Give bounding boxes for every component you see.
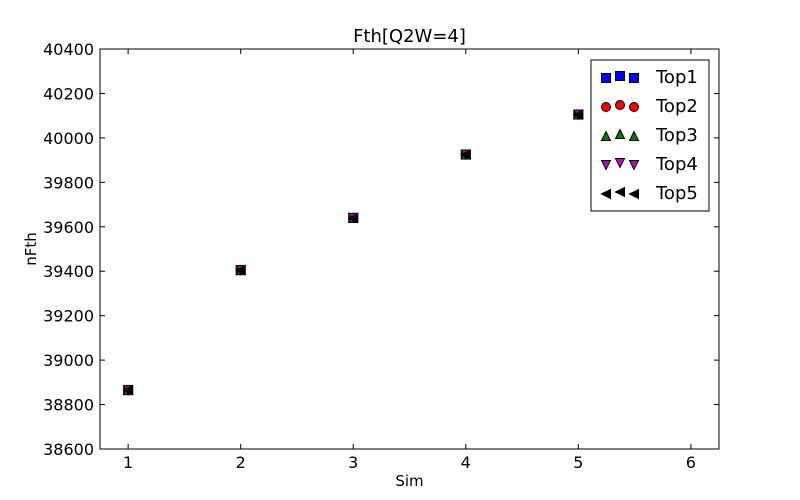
y-tick-label: 39200 (43, 307, 94, 326)
legend-entry-top3: Top3 (600, 125, 698, 146)
legend-marker (601, 73, 611, 83)
y-tick-label: 40000 (43, 129, 94, 148)
legend-entry-top4: Top4 (600, 154, 698, 175)
series-top5 (122, 109, 584, 396)
legend-marker (628, 130, 640, 141)
legend-entry-top1: Top1 (601, 67, 698, 88)
legend-label: Top2 (655, 96, 698, 117)
legend-marker (628, 188, 639, 200)
legend-entry-top2: Top2 (601, 96, 698, 117)
chart-title: Fth[Q2W=4] (353, 26, 466, 47)
y-axis-label: nFth (22, 232, 40, 266)
data-points (122, 108, 584, 396)
data-point (572, 109, 584, 120)
legend-marker (601, 102, 611, 112)
plot-area-frame (99, 48, 720, 450)
axis-tick-labels: 1 2 3 4 5 6 38600 38800 39000 39200 39400 39600 3980… (43, 40, 696, 472)
legend-label: Top1 (655, 67, 698, 88)
legend-label: Top5 (655, 183, 698, 204)
legend-marker (614, 186, 625, 198)
x-tick-label: 3 (348, 453, 358, 472)
legend-box (590, 59, 710, 212)
y-tick-label: 39400 (43, 262, 94, 281)
legend-marker (600, 188, 611, 200)
legend-marker (600, 130, 612, 141)
legend-marker (600, 160, 612, 171)
x-tick-label: 5 (573, 453, 583, 472)
series-top3 (122, 108, 584, 396)
x-tick-label: 4 (461, 453, 471, 472)
series-top2 (123, 109, 584, 396)
series-top1 (123, 109, 584, 396)
data-point (235, 264, 246, 276)
axis-ticks (100, 48, 719, 450)
legend-marker (614, 158, 626, 169)
legend-marker (615, 71, 625, 81)
x-tick-label: 2 (236, 453, 246, 472)
data-point (347, 212, 359, 224)
x-tick-label: 6 (686, 453, 696, 472)
y-tick-label: 39600 (43, 218, 94, 237)
series-top4 (122, 109, 584, 396)
y-tick-label: 38800 (43, 396, 94, 415)
y-tick-label: 39800 (43, 173, 94, 192)
y-tick-label: 38600 (43, 440, 94, 459)
legend-marker (615, 100, 625, 110)
legend-marker (629, 102, 639, 112)
x-axis-label: Sim (395, 472, 423, 490)
legend: Top1 Top2 Top3 Top4 Top5 (590, 59, 710, 212)
y-tick-label: 39000 (43, 351, 94, 370)
x-tick-label: 1 (123, 453, 133, 472)
legend-marker (628, 160, 640, 171)
y-tick-label: 40200 (43, 84, 94, 103)
data-point (460, 149, 471, 160)
legend-entry-top5: Top5 (600, 183, 698, 204)
legend-label: Top3 (655, 125, 698, 146)
data-point (122, 384, 134, 396)
y-tick-label: 40400 (43, 40, 94, 59)
legend-marker (629, 73, 639, 83)
legend-label: Top4 (655, 154, 698, 175)
legend-marker (614, 128, 626, 139)
